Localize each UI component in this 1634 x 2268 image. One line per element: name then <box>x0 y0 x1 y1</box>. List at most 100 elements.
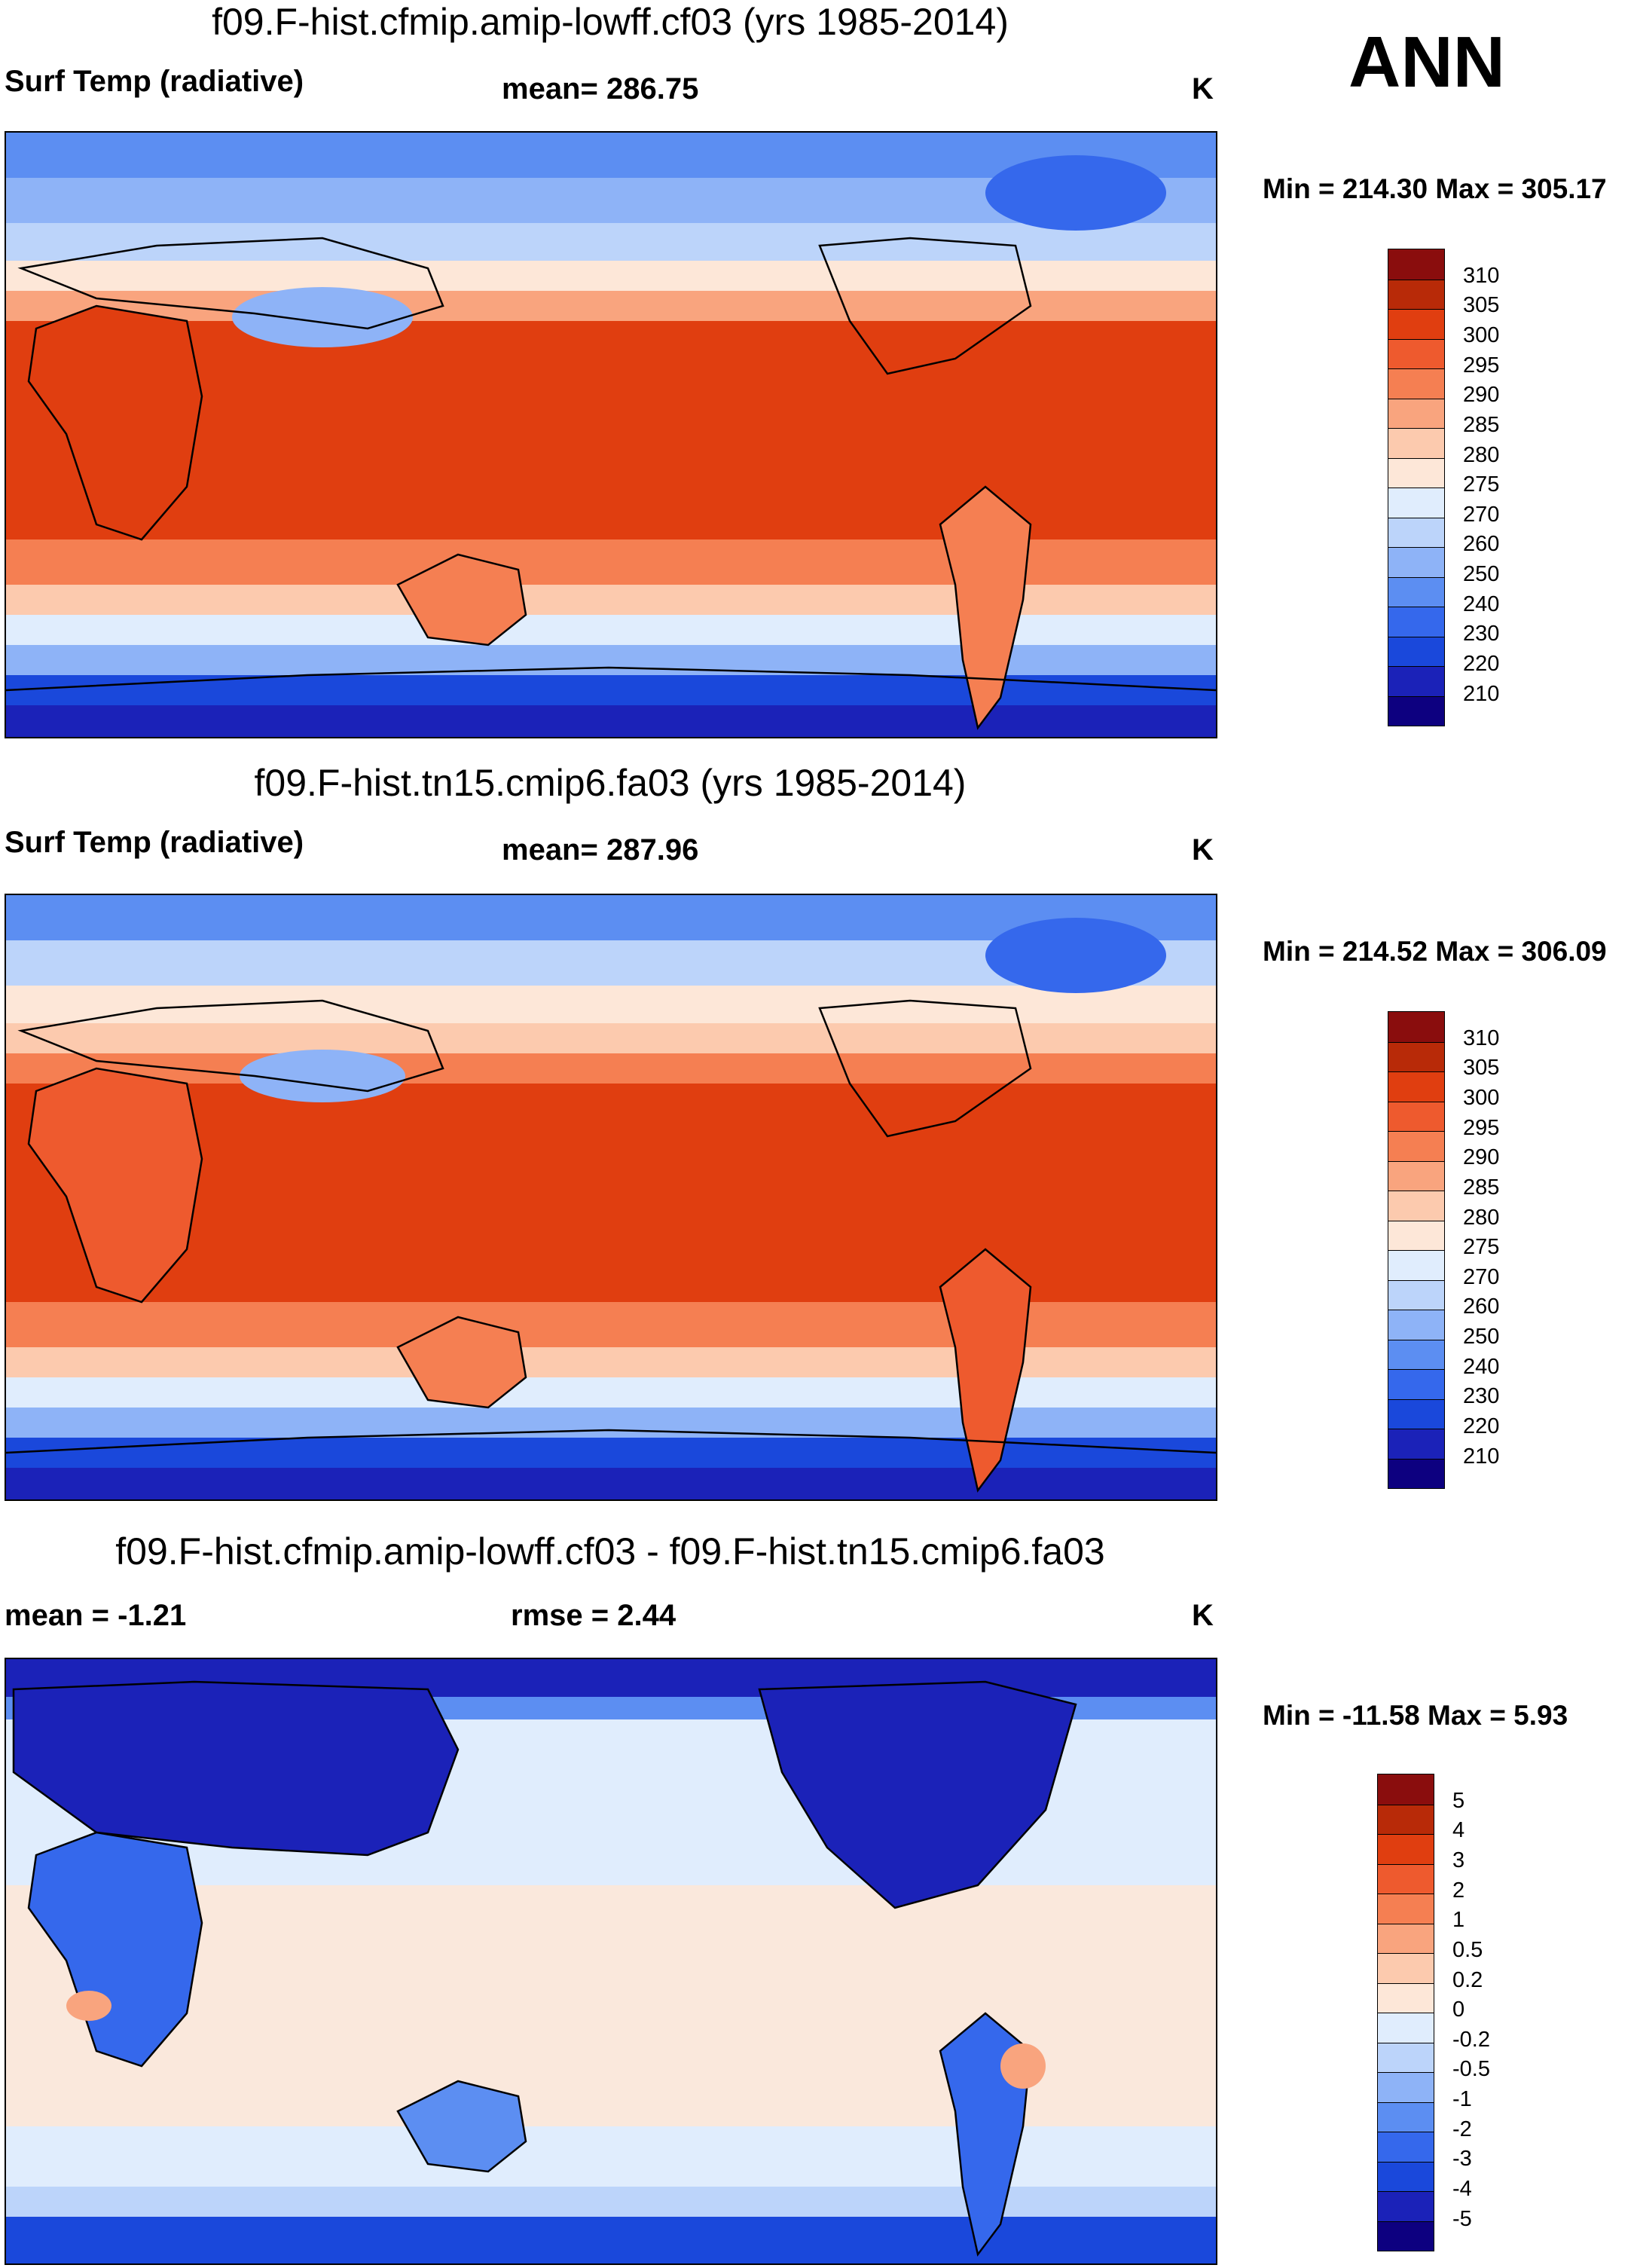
colorbar-segment <box>1388 1101 1444 1131</box>
colorbar-segment <box>1378 1982 1434 2013</box>
panel-3-mean-label: mean = -1.21 <box>5 1599 187 1632</box>
panel-1-minmax-label: Min = 214.30 Max = 305.17 <box>1263 173 1607 204</box>
panel-3-colorbar-label: 1 <box>1452 1908 1465 1932</box>
panel-1-colorbar <box>1388 249 1445 726</box>
colorbar-segment <box>1378 1834 1434 1864</box>
colorbar-segment <box>1378 2042 1434 2072</box>
panel-1-colorbar-labels: 310 305 300 295 290 285 280 275 270 260 … <box>1463 249 1553 726</box>
panel-3-colorbar-label: 2 <box>1452 1878 1465 1903</box>
panel-3-colorbar-label: 0.2 <box>1452 1968 1483 1992</box>
panel-1-colorbar-label: 300 <box>1463 323 1500 347</box>
panel-2-colorbar-label: 250 <box>1463 1325 1500 1349</box>
colorbar-segment <box>1388 1071 1444 1102</box>
colorbar-segment <box>1388 1220 1444 1250</box>
panel-2-units-label: K <box>1192 833 1214 867</box>
panel-2-colorbar-label: 230 <box>1463 1384 1500 1408</box>
season-label: ANN <box>1348 22 1505 102</box>
panel-3-colorbar-label: 3 <box>1452 1848 1465 1872</box>
panel-1-colorbar-label: 290 <box>1463 383 1500 407</box>
panel-2-colorbar-label: 305 <box>1463 1056 1500 1080</box>
panel-3-rmse-label: rmse = 2.44 <box>511 1599 677 1632</box>
colorbar-segment <box>1388 1250 1444 1280</box>
colorbar-segment <box>1378 1923 1434 1953</box>
colorbar-segment <box>1388 279 1444 309</box>
colorbar-segment <box>1388 1160 1444 1191</box>
colorbar-segment <box>1378 2013 1434 2043</box>
panel-3-minmax-label: Min = -11.58 Max = 5.93 <box>1263 1700 1568 1731</box>
colorbar-segment <box>1378 2221 1434 2251</box>
colorbar-segment <box>1378 2191 1434 2221</box>
colorbar-segment <box>1388 338 1444 368</box>
colorbar-segment <box>1388 636 1444 666</box>
panel-1-colorbar-label: 230 <box>1463 622 1500 646</box>
panel-1-colorbar-label: 310 <box>1463 264 1500 288</box>
panel-1-colorbar-label: 275 <box>1463 472 1500 497</box>
colorbar-segment <box>1388 695 1444 726</box>
panel-1-map <box>5 131 1217 738</box>
panel-1-variable-label: Surf Temp (radiative) <box>5 65 304 98</box>
colorbar-segment <box>1388 398 1444 428</box>
colorbar-segment <box>1388 1012 1444 1042</box>
colorbar-segment <box>1388 1339 1444 1369</box>
panel-2-variable-label: Surf Temp (radiative) <box>5 826 304 859</box>
panel-1-units-label: K <box>1192 72 1214 105</box>
panel-1-colorbar-label: 285 <box>1463 413 1500 437</box>
colorbar-segment <box>1388 1310 1444 1340</box>
panel-3-colorbar-label: 0.5 <box>1452 1938 1483 1962</box>
colorbar-segment <box>1388 457 1444 488</box>
panel-3-colorbar <box>1377 1774 1434 2251</box>
colorbar-segment <box>1388 368 1444 399</box>
panel-2-colorbar <box>1388 1011 1445 1489</box>
colorbar-segment <box>1388 1398 1444 1429</box>
panel-1-colorbar-label: 210 <box>1463 682 1500 706</box>
colorbar-segment <box>1378 1894 1434 1924</box>
colorbar-segment <box>1388 576 1444 607</box>
colorbar-segment <box>1388 428 1444 458</box>
panel-1-mean-label: mean= 286.75 <box>502 72 699 105</box>
panel-2-colorbar-label: 310 <box>1463 1026 1500 1050</box>
colorbar-segment <box>1378 2101 1434 2132</box>
colorbar-segment <box>1388 1429 1444 1459</box>
colorbar-segment <box>1388 249 1444 280</box>
panel-1-colorbar-label: 270 <box>1463 503 1500 527</box>
colorbar-segment <box>1388 1369 1444 1399</box>
colorbar-segment <box>1388 1041 1444 1071</box>
panel-3-colorbar-label: -0.5 <box>1452 2057 1490 2081</box>
panel-3-colorbar-labels: 5 4 3 2 1 0.5 0.2 0 -0.2 -0.5 -1 -2 -3 -… <box>1452 1774 1543 2251</box>
panel-3-colorbar-label: -2 <box>1452 2117 1472 2141</box>
panel-3-colorbar-label: -5 <box>1452 2207 1472 2231</box>
colorbar-segment <box>1388 309 1444 339</box>
panel-2-map <box>5 894 1217 1501</box>
panel-2-colorbar-label: 280 <box>1463 1206 1500 1230</box>
colorbar-segment <box>1388 1131 1444 1161</box>
panel-2-colorbar-label: 290 <box>1463 1145 1500 1169</box>
panel-3-colorbar-label: 5 <box>1452 1789 1465 1813</box>
colorbar-segment <box>1388 517 1444 547</box>
panel-1-colorbar-label: 295 <box>1463 353 1500 377</box>
panel-3-colorbar-label: -3 <box>1452 2147 1472 2171</box>
panel-3-title: f09.F-hist.cfmip.amip-lowff.cf03 - f09.F… <box>115 1530 1105 1573</box>
panel-1-title: f09.F-hist.cfmip.amip-lowff.cf03 (yrs 19… <box>212 1 1009 43</box>
panel-3-colorbar-label: -0.2 <box>1452 2028 1490 2052</box>
panel-3-colorbar-label: -1 <box>1452 2087 1472 2111</box>
panel-1-colorbar-label: 220 <box>1463 652 1500 676</box>
panel-2-colorbar-label: 285 <box>1463 1175 1500 1200</box>
panel-3-units-label: K <box>1192 1599 1214 1632</box>
colorbar-segment <box>1378 1953 1434 1983</box>
panel-2-title: f09.F-hist.tn15.cmip6.fa03 (yrs 1985-201… <box>254 762 967 804</box>
panel-2-colorbar-label: 300 <box>1463 1086 1500 1110</box>
panel-2-colorbar-labels: 310 305 300 295 290 285 280 275 270 260 … <box>1463 1011 1553 1489</box>
panel-1-colorbar-label: 280 <box>1463 443 1500 467</box>
panel-2-colorbar-label: 270 <box>1463 1265 1500 1289</box>
colorbar-segment <box>1388 1191 1444 1221</box>
colorbar-segment <box>1388 666 1444 696</box>
panel-2-colorbar-label: 275 <box>1463 1235 1500 1259</box>
colorbar-segment <box>1378 2072 1434 2102</box>
panel-2-colorbar-label: 260 <box>1463 1294 1500 1319</box>
panel-1-colorbar-label: 305 <box>1463 293 1500 317</box>
colorbar-segment <box>1378 2161 1434 2191</box>
panel-1-colorbar-label: 260 <box>1463 532 1500 556</box>
panel-3-map <box>5 1658 1217 2265</box>
colorbar-segment <box>1388 607 1444 637</box>
colorbar-segment <box>1388 1458 1444 1488</box>
